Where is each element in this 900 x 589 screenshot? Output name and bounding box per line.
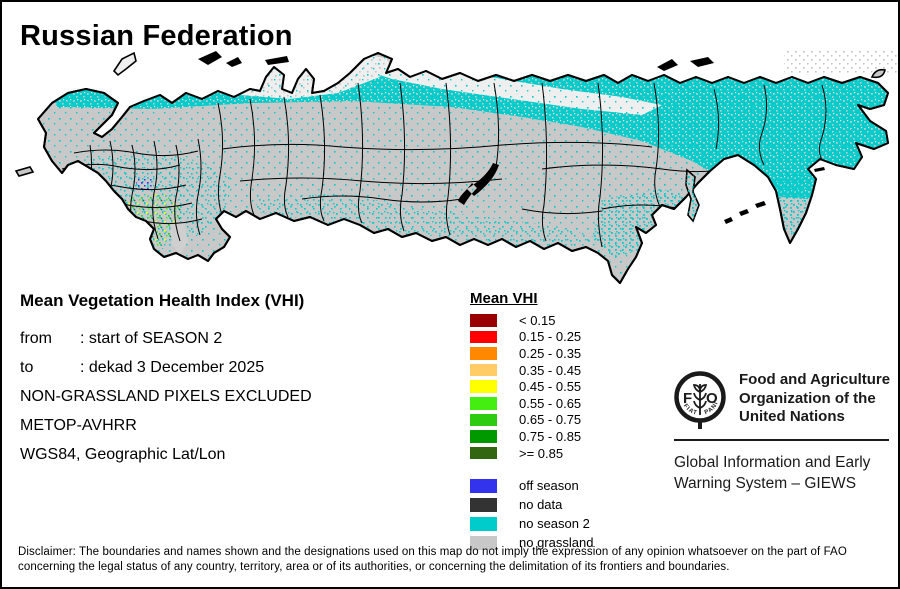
period-row: from : start of SEASON 2 <box>20 324 450 353</box>
legend-color-swatch <box>470 397 497 410</box>
legend-row: 0.75 - 0.85 <box>470 428 660 445</box>
legend-color-swatch <box>470 330 497 344</box>
legend-row: off season <box>470 476 660 495</box>
map-meta-lines: NON-GRASSLAND PIXELS EXCLUDED METOP-AVHR… <box>20 382 450 469</box>
legend-color-swatch <box>470 363 497 377</box>
svg-text:F: F <box>683 390 692 407</box>
legend-label: no season 2 <box>519 516 590 532</box>
legend-label: 0.25 - 0.35 <box>519 345 582 361</box>
legend-row: >= 0.85 <box>470 445 660 462</box>
period-value: : dekad 3 December 2025 <box>80 359 265 376</box>
period-row: to : dekad 3 December 2025 <box>20 353 450 382</box>
legend-row: 0.45 - 0.55 <box>470 378 660 395</box>
legend: Mean VHI < 0.15 0.15 - 0.25 0.25 - 0.35 <box>470 290 660 552</box>
legend-row: 0.25 - 0.35 <box>470 345 660 362</box>
disclaimer: Disclaimer: The boundaries and names sho… <box>18 545 884 575</box>
vhi-heading: Mean Vegetation Health Index (VHI) <box>20 291 305 310</box>
legend-label: off season <box>519 478 579 494</box>
legend-label: >= 0.85 <box>519 445 564 461</box>
disclaimer-line: concerning the legal status of any count… <box>18 561 730 573</box>
period-rows: from : start of SEASON 2 to : dekad 3 Dece… <box>20 324 450 382</box>
legend-label: 0.55 - 0.65 <box>519 395 582 411</box>
fao-divider <box>674 439 889 441</box>
legend-row: no grassland <box>470 533 660 552</box>
legend-row: 0.65 - 0.75 <box>470 412 660 429</box>
sparse-speckle-overlay <box>38 53 888 283</box>
legend-row: no season 2 <box>470 514 660 533</box>
period-label: from <box>20 330 52 347</box>
legend-label: 0.75 - 0.85 <box>519 428 582 444</box>
giews-name: Global Information and Early Warning Syst… <box>674 452 870 494</box>
legend-row: 0.55 - 0.65 <box>470 395 660 412</box>
legend-label: 0.35 - 0.45 <box>519 362 582 378</box>
vhi-pixel-overlays <box>38 53 888 283</box>
legend-row: no data <box>470 495 660 514</box>
period-label: to <box>20 359 34 376</box>
legend-label: 0.65 - 0.75 <box>519 412 582 428</box>
sakhalin-island <box>685 168 700 223</box>
fao-org-line: Food and Agriculture <box>739 371 891 388</box>
vhi-map <box>2 48 898 285</box>
legend-classes: < 0.15 0.15 - 0.25 0.25 - 0.35 0.35 - 0.… <box>470 312 660 461</box>
russia-map-canvas <box>14 49 898 284</box>
legend-color-swatch <box>470 498 497 512</box>
legend-color-swatch <box>470 446 497 460</box>
legend-color-swatch <box>470 536 497 550</box>
disclaimer-line: Disclaimer: The boundaries and names sho… <box>18 546 847 558</box>
legend-label: < 0.15 <box>519 312 556 328</box>
giews-line: Warning System – GIEWS <box>674 475 857 492</box>
page-title: Russian Federation <box>20 20 293 52</box>
lake-baikal <box>458 163 499 205</box>
legend-color-swatch <box>470 430 497 443</box>
fao-org-name: Food and Agriculture Organization of the U… <box>739 371 890 427</box>
arctic-islands <box>112 51 886 79</box>
map-meta-line: METOP-AVHRR <box>20 417 137 434</box>
legend-color-swatch <box>470 413 497 427</box>
fao-logo-icon: F O FIAT · PANIS <box>673 370 726 429</box>
map-parameters-block: Mean Vegetation Health Index (VHI) from:… <box>20 291 450 469</box>
legend-color-swatch <box>470 314 497 327</box>
legend-status-classes: off season no data no season 2 no grassl… <box>470 476 660 552</box>
period-value: : start of SEASON 2 <box>80 330 223 347</box>
svg-text:O: O <box>706 390 718 407</box>
legend-color-swatch <box>470 380 497 393</box>
legend-label: 0.45 - 0.55 <box>519 379 582 395</box>
off-season-cluster <box>136 179 152 191</box>
fao-org-line: Organization of the <box>739 389 876 407</box>
legend-label: no grassland <box>519 535 594 551</box>
legend-heading: Mean VHI <box>470 290 538 307</box>
legend-row: 0.35 - 0.45 <box>470 362 660 379</box>
map-meta-line: WGS84, Geographic Lat/Lon <box>20 446 226 463</box>
legend-color-swatch <box>470 347 497 360</box>
legend-color-swatch <box>470 517 497 531</box>
legend-color-swatch <box>470 479 497 493</box>
legend-label: no data <box>519 497 563 513</box>
kaliningrad-exclave <box>14 166 35 177</box>
legend-label: 0.15 - 0.25 <box>519 329 582 345</box>
legend-row: 0.15 - 0.25 <box>470 329 660 346</box>
giews-line: Global Information and Early <box>674 454 871 471</box>
map-meta-line: NON-GRASSLAND PIXELS EXCLUDED <box>20 388 312 405</box>
fao-org-line: United Nations <box>739 408 845 425</box>
legend-row: < 0.15 <box>470 312 660 329</box>
